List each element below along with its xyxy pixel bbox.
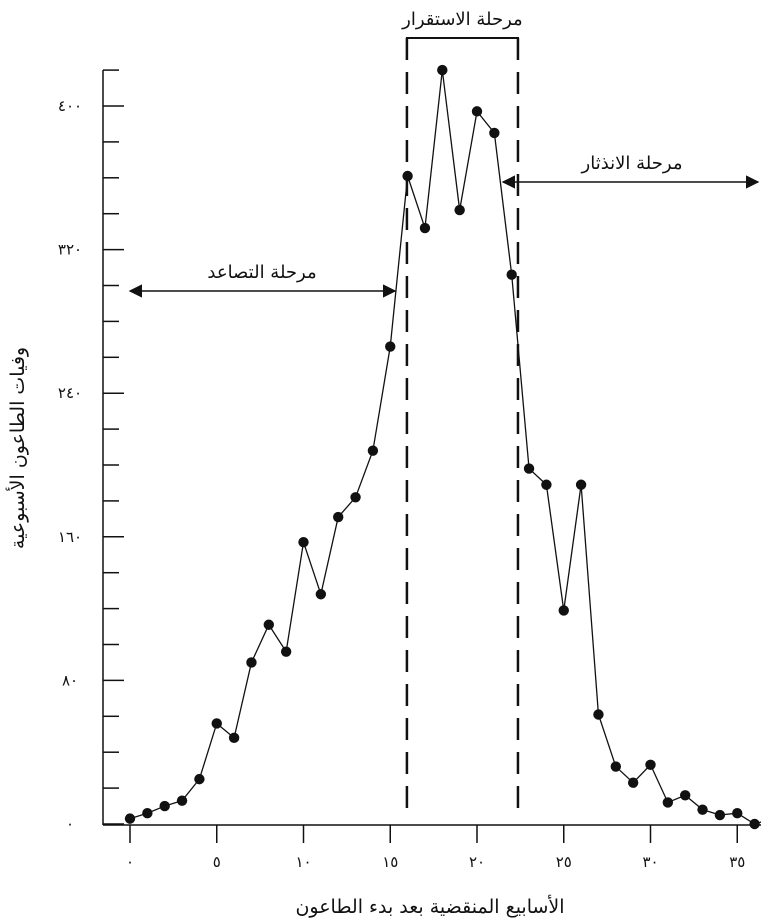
data-point <box>662 797 674 808</box>
data-point <box>228 732 240 744</box>
y-tick-label: ٢٤٠ <box>58 384 82 402</box>
x-axis-title: الأسابيع المنقضية بعد بدء الطاعون <box>295 895 564 918</box>
data-point <box>523 463 535 474</box>
y-axis-title: وفيات الطاعون الأسبوعية <box>6 347 29 549</box>
series-line <box>129 70 761 825</box>
data-point <box>263 619 274 630</box>
y-axis-ticks <box>103 69 124 825</box>
phase-annotations: مرحلة التصاعد مرحلة الاستقرار مرحلة الان… <box>128 9 760 812</box>
x-axis-tick-labels: ٠ ٥ ١٠ ١٥ ٢٠ ٢٥ ٣٠ ٣٥ <box>126 853 745 871</box>
data-point <box>489 127 500 139</box>
x-tick-label: ٣٠ <box>642 853 658 871</box>
data-point <box>454 204 465 216</box>
data-point <box>176 795 188 806</box>
data-point <box>645 759 656 770</box>
data-point <box>194 773 205 785</box>
data-points <box>124 64 760 830</box>
data-point <box>610 761 621 772</box>
data-point <box>142 808 153 819</box>
data-point <box>159 800 170 812</box>
x-tick-label: ٢٠ <box>469 853 485 871</box>
y-axis-tick-labels: ٠ ٨٠ ١٦٠ ٢٤٠ ٣٢٠ ٤٠٠ <box>58 97 82 833</box>
data-point <box>385 341 396 352</box>
data-point <box>437 64 448 76</box>
data-point <box>680 790 691 801</box>
y-tick-label: ٣٢٠ <box>58 241 82 259</box>
rise-phase-label: مرحلة التصاعد <box>207 262 316 283</box>
x-tick-label: ٥ <box>213 853 221 871</box>
x-tick-label: ٠ <box>126 853 134 871</box>
data-point <box>333 511 344 523</box>
data-point <box>298 536 309 548</box>
data-point <box>211 718 222 729</box>
data-point <box>575 479 587 490</box>
data-point <box>714 809 726 821</box>
data-point <box>350 492 361 503</box>
data-point <box>367 445 379 456</box>
data-point <box>627 777 639 788</box>
data-point <box>419 222 431 234</box>
y-tick-label: ٨٠ <box>62 671 78 689</box>
data-point <box>697 804 708 815</box>
x-tick-label: ١٠ <box>295 853 311 871</box>
data-point <box>402 170 413 182</box>
data-point <box>732 808 743 819</box>
data-point <box>124 813 136 824</box>
data-point <box>593 709 604 720</box>
x-axis-ticks <box>129 825 738 843</box>
data-point <box>315 589 327 600</box>
data-point <box>471 106 483 117</box>
data-point <box>280 646 292 657</box>
x-tick-label: ٢٥ <box>556 853 572 871</box>
data-point <box>558 605 569 616</box>
decline-phase-label: مرحلة الانذثار <box>581 153 683 174</box>
x-tick-label: ٣٥ <box>729 853 745 871</box>
y-tick-label: ١٦٠ <box>58 528 82 546</box>
data-point <box>541 479 552 490</box>
stability-phase-label: مرحلة الاستقرار <box>401 9 523 30</box>
data-point <box>506 269 517 280</box>
stability-phase-bracket <box>405 37 519 60</box>
data-point <box>246 657 257 668</box>
y-tick-label: ٤٠٠ <box>58 97 82 115</box>
y-tick-label: ٠ <box>66 815 74 833</box>
data-point <box>749 818 760 830</box>
x-tick-label: ١٥ <box>382 853 398 871</box>
